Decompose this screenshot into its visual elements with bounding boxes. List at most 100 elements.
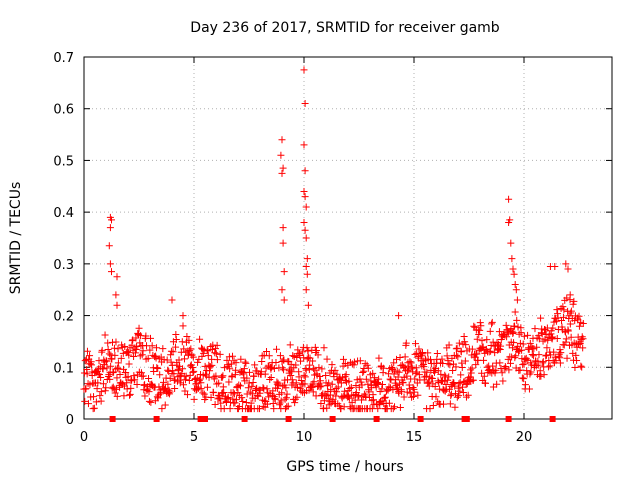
data-point [297, 357, 305, 365]
data-point [99, 365, 107, 373]
data-point [303, 270, 311, 278]
data-point [157, 388, 165, 396]
data-point [557, 349, 565, 357]
data-point [181, 376, 189, 384]
data-point [380, 394, 388, 402]
data-point [194, 358, 202, 366]
data-point [446, 400, 454, 408]
data-point [331, 366, 339, 374]
data-point [301, 193, 309, 201]
zero-value-point [197, 416, 204, 422]
data-point [549, 324, 557, 332]
data-point [259, 384, 267, 392]
data-point [218, 373, 226, 381]
data-point [131, 349, 139, 357]
data-point [84, 400, 92, 408]
data-point [280, 356, 288, 364]
data-point [175, 356, 183, 364]
data-point [446, 361, 454, 369]
data-point [394, 384, 402, 392]
data-point [577, 362, 585, 370]
data-point [502, 321, 510, 329]
data-point [98, 346, 106, 354]
data-point [505, 366, 513, 374]
data-point [94, 379, 102, 387]
data-point [364, 380, 372, 388]
data-point [202, 370, 210, 378]
data-point [509, 328, 517, 336]
data-point [163, 356, 171, 364]
data-point [241, 358, 249, 366]
data-point [303, 344, 311, 352]
data-point [467, 366, 475, 374]
data-point [288, 368, 296, 376]
data-point [212, 350, 220, 358]
data-point [304, 354, 312, 362]
y-tick-label: 0 [66, 413, 74, 428]
data-point [103, 364, 111, 372]
data-point [493, 338, 501, 346]
data-point [356, 357, 364, 365]
data-point [527, 368, 535, 376]
data-point [291, 399, 299, 407]
data-point [358, 381, 366, 389]
data-point [439, 400, 447, 408]
data-point [139, 372, 147, 380]
data-point [396, 380, 404, 388]
data-point [88, 361, 96, 369]
y-tick-label: 0.7 [53, 51, 74, 66]
data-point [169, 348, 177, 356]
data-point [345, 377, 353, 385]
data-point [226, 365, 234, 373]
data-point [364, 364, 372, 372]
data-point [129, 336, 137, 344]
data-point [390, 359, 398, 367]
data-point [144, 354, 152, 362]
data-point [458, 363, 466, 371]
data-point [156, 371, 164, 379]
plot-frame [83, 56, 613, 420]
data-point [461, 357, 469, 365]
data-point [212, 372, 220, 380]
data-point [519, 361, 527, 369]
data-point [347, 383, 355, 391]
data-point [541, 326, 549, 334]
data-point [239, 397, 247, 405]
data-point [482, 379, 490, 387]
data-point [454, 384, 462, 392]
data-point [182, 372, 190, 380]
data-point [564, 327, 572, 335]
data-point [142, 332, 150, 340]
data-point [203, 383, 211, 391]
data-point [462, 341, 470, 349]
data-point [564, 265, 572, 273]
data-point [83, 347, 91, 355]
data-point [117, 354, 125, 362]
data-point [467, 369, 475, 377]
data-point [342, 371, 350, 379]
zero-value-point [241, 416, 248, 422]
data-point [461, 338, 469, 346]
data-point [511, 322, 519, 330]
data-point [440, 377, 448, 385]
data-point [280, 366, 288, 374]
data-point [283, 403, 291, 411]
data-point [488, 320, 496, 328]
data-point [282, 394, 290, 402]
data-point [120, 392, 128, 400]
data-point [423, 368, 431, 376]
data-point [458, 359, 466, 367]
data-point [210, 375, 218, 383]
data-point [310, 378, 318, 386]
data-point [295, 373, 303, 381]
data-point [450, 379, 458, 387]
data-point [125, 351, 133, 359]
data-point [556, 354, 564, 362]
data-point [576, 339, 584, 347]
data-point [131, 376, 139, 384]
data-point [292, 361, 300, 369]
data-point [150, 368, 158, 376]
data-point [198, 345, 206, 353]
data-point [483, 336, 491, 344]
data-point [432, 393, 440, 401]
